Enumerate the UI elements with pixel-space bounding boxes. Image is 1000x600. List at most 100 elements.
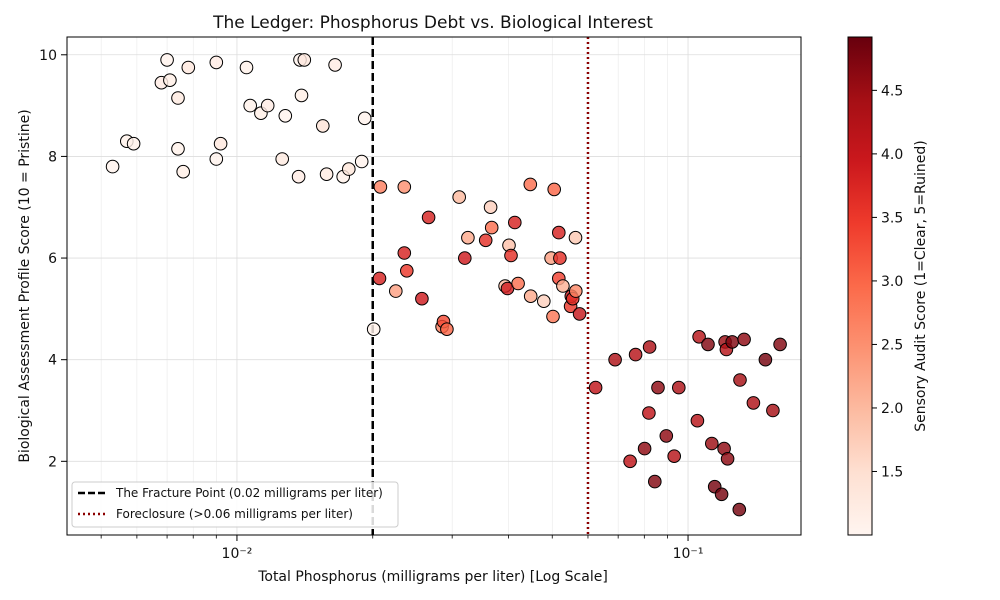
colorbar-tick-label: 4.5 [881,83,903,99]
data-point [523,177,538,192]
data-point [705,436,719,451]
data-point [508,215,522,230]
colorbar-label: Sensory Audit Score (1=Clear, 5=Ruined) [913,140,929,432]
colorbar: 1.5 2.0 2.5 3.0 3.5 4.0 4.5 Sensory Audit Scor… [847,36,929,536]
data-point [690,413,705,428]
legend: The Fracture Point (0.02 milligrams per … [71,481,399,528]
data-point [537,294,551,309]
data-point [171,142,185,156]
data-point [746,396,761,410]
data-point [239,60,254,75]
data-point [461,230,475,245]
data-point [569,284,583,298]
y-tick-label: 6 [48,251,57,267]
colorbar-ticks: 1.5 2.0 2.5 3.0 3.5 4.0 4.5 [872,83,903,480]
data-point [572,307,587,321]
data-point [275,152,290,166]
y-tick-label: 8 [48,149,57,165]
data-point [163,73,177,87]
grid-lines [67,37,801,535]
data-point [126,136,141,151]
data-point [483,200,498,214]
data-point [171,91,185,105]
data-point [372,271,387,286]
data-point [478,233,493,248]
colorbar-tick-label: 2.0 [881,401,903,417]
data-point [725,335,740,349]
data-point [701,337,715,352]
data-point [623,454,637,469]
colorbar-tick-label: 4.0 [881,147,903,163]
data-point [484,220,499,235]
data-point [628,347,643,362]
data-point [523,289,538,304]
y-tick-label: 4 [48,353,57,369]
data-point [659,429,674,443]
data-point [176,164,190,179]
data-point [278,109,293,123]
data-point [389,284,403,298]
chart-title: The Ledger: Phosphorus Debt vs. Biologic… [212,13,653,33]
data-point [504,248,518,263]
data-point [642,340,657,354]
data-point [366,322,381,337]
data-point [209,55,224,70]
data-point [415,291,429,306]
data-point [511,276,525,291]
data-point [440,322,454,337]
colorbar-tick-label: 3.5 [881,210,903,226]
legend-box [71,481,399,528]
data-point [213,136,228,151]
plot-frame [66,36,802,536]
data-point [105,159,120,174]
data-point [209,152,224,166]
data-point [588,380,603,395]
data-point [294,88,309,103]
data-point [568,230,583,245]
x-axis-label: Total Phosphorus (milligrams per liter) … [257,569,608,585]
data-point [714,487,729,502]
data-point [651,380,665,395]
data-point [720,452,735,466]
data-point [181,60,196,75]
data-point [357,111,372,126]
data-point [672,380,686,395]
colorbar-tick-label: 1.5 [881,464,903,480]
data-point [667,449,682,464]
data-point [160,53,174,67]
data-point [608,352,622,367]
data-point [692,330,706,344]
data-point [342,162,356,176]
data-point [732,502,747,517]
data-point [319,167,334,181]
data-point [316,119,330,133]
data-point [546,309,560,324]
data-point [397,180,412,194]
y-tick-label: 10 [39,48,57,64]
y-axis-ticks: 2 4 6 8 10 [39,48,67,470]
data-point [547,182,562,197]
y-tick-label: 2 [48,454,57,470]
data-point [291,169,306,184]
data-point [637,441,652,456]
colorbar-tick-label: 2.5 [881,337,903,353]
data-point [260,98,275,113]
colorbar-tick-label: 3.0 [881,274,903,290]
x-tick-label: 10⁻² [222,546,253,562]
legend-label-foreclosure: Foreclosure (>0.06 milligrams per liter) [116,507,353,521]
legend-label-fracture: The Fracture Point (0.02 milligrams per … [115,486,383,500]
data-points [105,53,787,517]
data-point [733,373,747,387]
x-axis-ticks: 10⁻² 10⁻¹ [100,535,703,562]
y-axis-label: Biological Assessment Profile Score (10 … [17,109,33,462]
data-point [458,251,472,265]
data-point [553,251,567,265]
data-point [354,154,369,169]
data-point [397,246,412,260]
data-point [648,474,662,489]
data-point [552,225,566,240]
data-point [452,190,467,204]
reference-lines [371,37,590,535]
data-point [297,53,312,67]
